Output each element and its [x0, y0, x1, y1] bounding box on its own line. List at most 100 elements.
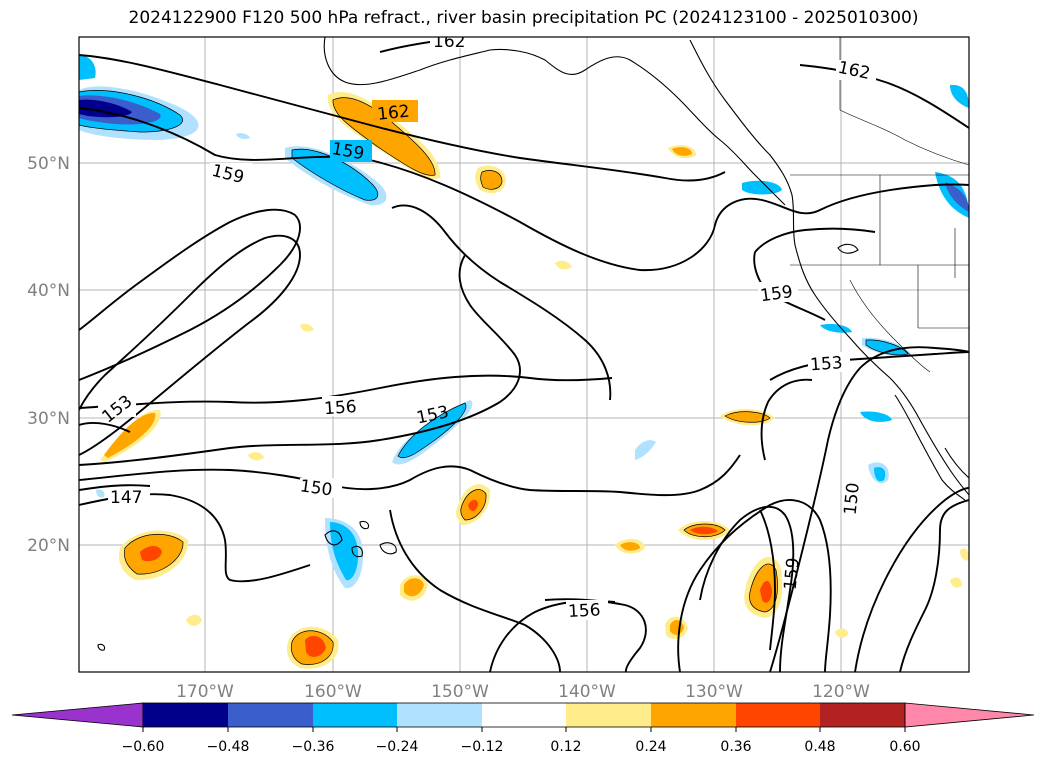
- colorbar-tick-label: 0.48: [804, 739, 835, 755]
- colorbar-tick-label: 0.36: [720, 739, 751, 755]
- contour-150: [899, 499, 969, 672]
- contour-159: [759, 509, 776, 651]
- negative-shading: [635, 440, 656, 460]
- colorbar-extend-low: [11, 702, 144, 728]
- contour-156: [79, 374, 613, 409]
- colorbar-bin: [228, 703, 313, 727]
- negative-shading: [945, 182, 969, 212]
- colorbar: −0.60 −0.48 −0.36 −0.24 −0.12 0.12 0.24 …: [11, 702, 1035, 755]
- contour-label: 162: [376, 102, 410, 125]
- latitude-label: 50°N: [27, 154, 70, 174]
- colorbar-bin: [820, 703, 905, 727]
- contour-159: [754, 227, 876, 253]
- negative-shading: [820, 323, 852, 333]
- negative-anomalies: [79, 55, 969, 589]
- longitude-label: 140°W: [558, 682, 616, 702]
- colorbar-bin: [482, 703, 566, 727]
- map-frame: [78, 36, 970, 673]
- contour-156: [391, 204, 612, 401]
- contour-162: [79, 54, 726, 182]
- island-outline: [379, 542, 397, 555]
- longitude-label: 130°W: [685, 682, 743, 702]
- contour-153: [79, 234, 301, 456]
- negative-shading: [79, 55, 96, 80]
- contour-150: [769, 346, 969, 672]
- contour-label: 150: [841, 482, 864, 516]
- colorbar-tick-label: 0.24: [635, 739, 666, 755]
- island-outline: [351, 545, 363, 558]
- positive-shading: [620, 542, 640, 551]
- contour-153: [769, 351, 969, 381]
- positive-shading: [760, 581, 772, 603]
- colorbar-bin: [651, 703, 736, 727]
- positive-anomalies: [100, 91, 969, 669]
- island-outline: [97, 643, 106, 651]
- positive-shading: [835, 628, 848, 638]
- longitude-label: 150°W: [431, 682, 489, 702]
- contour-150: [79, 454, 741, 497]
- mexico-coast: [944, 447, 969, 479]
- colorbar-tick-label: −0.60: [122, 739, 165, 755]
- alaska-coast: [323, 37, 786, 206]
- positive-shading: [332, 97, 436, 176]
- island-outline: [837, 243, 859, 254]
- contour-153: [79, 422, 131, 433]
- contour-162: [799, 64, 969, 129]
- negative-shading: [950, 84, 969, 108]
- contour-150: [760, 378, 813, 461]
- positive-shading: [555, 260, 572, 270]
- contour-label: 153: [809, 353, 843, 375]
- state-borders: [790, 37, 969, 373]
- gridlines: [79, 37, 969, 672]
- colorbar-extend-high: [904, 702, 1035, 728]
- contour-label: 150: [299, 476, 334, 500]
- island-outline: [359, 520, 370, 530]
- island-outline: [324, 530, 343, 546]
- negative-shading: [742, 180, 782, 195]
- colorbar-tick-label: −0.12: [461, 739, 504, 755]
- map-area: 162 162 162 159 159 159 159 156 156 153 …: [79, 32, 969, 672]
- positive-shading: [960, 548, 969, 561]
- colorbar-bin: [313, 703, 397, 727]
- contour-153: [854, 487, 969, 672]
- negative-shading: [236, 133, 250, 139]
- colorbar-bin: [143, 703, 228, 727]
- negative-shading: [79, 99, 132, 118]
- positive-shading: [725, 411, 770, 423]
- contour-label: 156: [568, 600, 601, 622]
- positive-shading: [300, 323, 314, 332]
- colorbar-tick-label: 0.12: [550, 739, 581, 755]
- contour-156: [389, 509, 561, 672]
- contour-156: [544, 598, 647, 672]
- positive-shading: [672, 147, 692, 156]
- negative-shading: [398, 403, 466, 458]
- positive-shading: [468, 499, 478, 512]
- contour-label: 156: [323, 397, 357, 419]
- negative-shading: [860, 411, 892, 422]
- contour-150: [79, 484, 151, 491]
- contour-label: 147: [110, 488, 142, 508]
- positive-shading: [248, 452, 264, 461]
- contour-156: [79, 208, 301, 381]
- negative-shading: [292, 149, 378, 201]
- coastlines: [97, 37, 969, 651]
- negative-shading: [96, 489, 105, 498]
- positive-shading: [480, 170, 502, 190]
- contour-153: [79, 254, 521, 466]
- longitude-label: 160°W: [304, 682, 362, 702]
- colorbar-tick-label: 0.60: [889, 739, 920, 755]
- positive-shading: [104, 412, 156, 458]
- colorbar-bin: [736, 703, 820, 727]
- longitude-label: 120°W: [812, 682, 870, 702]
- positive-shading: [140, 546, 162, 562]
- negative-shading: [874, 467, 886, 482]
- map-title: 2024122900 F120 500 hPa refract., river …: [128, 8, 919, 28]
- contour-label: 162: [433, 32, 465, 52]
- latitude-label: 30°N: [27, 409, 70, 429]
- contour-label: 159: [759, 282, 794, 306]
- contour-159: [79, 107, 969, 271]
- positive-shading: [690, 526, 718, 535]
- positive-shading: [305, 635, 326, 657]
- positive-shading: [950, 577, 962, 588]
